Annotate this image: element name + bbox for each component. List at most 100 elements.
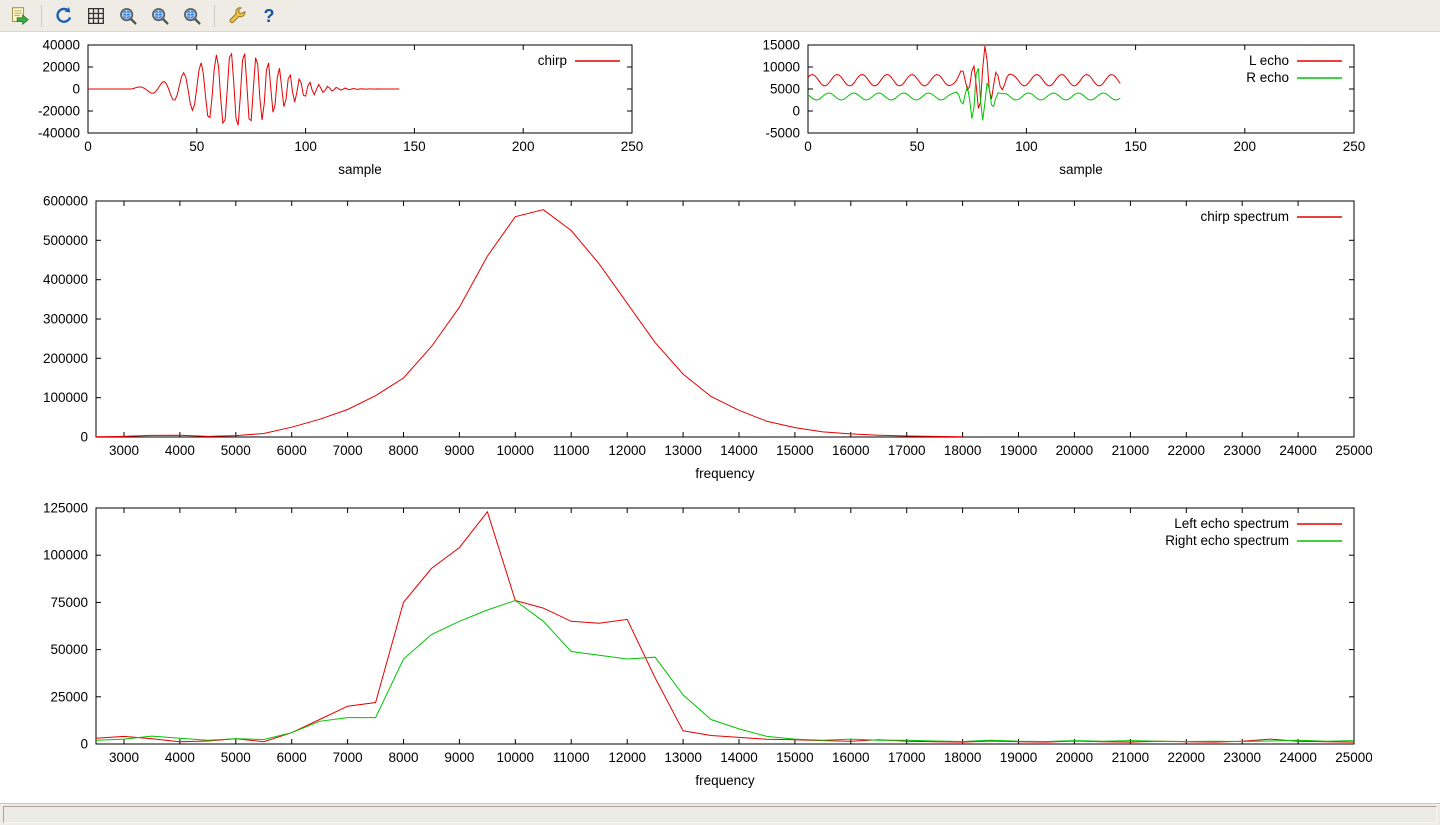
toggle-grid-button[interactable]: [81, 2, 111, 30]
svg-text:19000: 19000: [1000, 443, 1038, 458]
help-icon: ?: [263, 5, 275, 26]
svg-text:14000: 14000: [720, 443, 758, 458]
svg-text:Left echo spectrum: Left echo spectrum: [1174, 516, 1289, 531]
svg-text:frequency: frequency: [695, 773, 755, 788]
svg-text:15000: 15000: [776, 750, 814, 765]
svg-text:frequency: frequency: [695, 466, 755, 481]
svg-text:40000: 40000: [42, 38, 80, 53]
svg-text:Right echo spectrum: Right echo spectrum: [1165, 533, 1289, 548]
svg-text:50000: 50000: [50, 642, 88, 657]
svg-text:13000: 13000: [664, 750, 702, 765]
svg-text:10000: 10000: [762, 60, 800, 75]
svg-text:sample: sample: [338, 162, 382, 177]
toolbar-separator: [41, 4, 42, 27]
chirp-waveform-plot[interactable]: 0 50 100 150 200 250 -40000 -20000 0 20000 40000 sa…: [0, 36, 652, 188]
autoscale-button[interactable]: [177, 2, 207, 30]
svg-text:17000: 17000: [888, 443, 926, 458]
svg-text:22000: 22000: [1168, 443, 1206, 458]
svg-text:11000: 11000: [553, 750, 590, 765]
svg-text:15000: 15000: [762, 38, 800, 53]
svg-text:100: 100: [1015, 139, 1038, 154]
copy-to-clipboard-button[interactable]: [4, 2, 34, 30]
svg-text:25000: 25000: [1335, 750, 1372, 765]
svg-text:24000: 24000: [1279, 443, 1317, 458]
svg-text:10000: 10000: [497, 750, 535, 765]
svg-text:18000: 18000: [944, 750, 982, 765]
svg-text:4000: 4000: [165, 443, 195, 458]
svg-text:12000: 12000: [608, 750, 646, 765]
svg-text:21000: 21000: [1112, 750, 1150, 765]
svg-text:200000: 200000: [43, 351, 88, 366]
svg-text:100000: 100000: [43, 548, 88, 563]
svg-text:25000: 25000: [1335, 443, 1372, 458]
svg-text:300000: 300000: [43, 312, 88, 327]
svg-text:21000: 21000: [1112, 443, 1150, 458]
svg-text:50: 50: [910, 139, 925, 154]
svg-text:100000: 100000: [43, 390, 88, 405]
svg-text:3000: 3000: [109, 443, 139, 458]
echo-waveform-chart[interactable]: 0 50 100 150 200 250 -5000 0 5000 10000 15000 sampl…: [720, 36, 1372, 193]
svg-text:9000: 9000: [444, 443, 474, 458]
svg-text:L echo: L echo: [1249, 53, 1289, 68]
svg-text:4000: 4000: [165, 750, 195, 765]
svg-text:0: 0: [80, 737, 88, 752]
svg-text:19000: 19000: [1000, 750, 1038, 765]
chirp-waveform-chart[interactable]: 0 50 100 150 200 250 -40000 -20000 0 20000 40000 sa…: [0, 36, 652, 193]
svg-text:250: 250: [621, 139, 644, 154]
svg-text:0: 0: [84, 139, 92, 154]
svg-text:0: 0: [72, 82, 80, 97]
zoom-previous-button[interactable]: [113, 2, 143, 30]
replot-icon: [56, 6, 72, 23]
svg-text:18000: 18000: [944, 443, 982, 458]
svg-text:75000: 75000: [50, 595, 88, 610]
toolbar-separator: [214, 4, 215, 27]
svg-text:23000: 23000: [1223, 750, 1261, 765]
svg-text:-5000: -5000: [765, 126, 800, 141]
svg-text:24000: 24000: [1279, 750, 1317, 765]
status-field: [3, 806, 1437, 823]
svg-text:500000: 500000: [43, 233, 88, 248]
svg-text:13000: 13000: [664, 443, 702, 458]
echo-spectrum-chart[interactable]: 3000 4000 5000 6000 7000 8000 9000 10000 11000 12…: [8, 499, 1373, 806]
svg-text:16000: 16000: [832, 443, 870, 458]
svg-text:9000: 9000: [444, 750, 474, 765]
svg-text:-40000: -40000: [38, 126, 80, 141]
svg-text:100: 100: [294, 139, 317, 154]
svg-text:R echo: R echo: [1246, 70, 1289, 85]
zoom-next-button[interactable]: [145, 2, 175, 30]
svg-text:8000: 8000: [388, 750, 418, 765]
svg-text:50: 50: [189, 139, 204, 154]
svg-text:chirp: chirp: [538, 53, 567, 68]
chirp-spectrum-chart[interactable]: 3000 4000 5000 6000 7000 8000 9000 10000 11000 12…: [8, 192, 1373, 499]
copy-clipboard-icon: [12, 6, 29, 25]
svg-text:0: 0: [804, 139, 812, 154]
svg-text:5000: 5000: [770, 82, 800, 97]
svg-text:17000: 17000: [888, 750, 926, 765]
svg-text:200: 200: [1234, 139, 1257, 154]
svg-text:600000: 600000: [43, 194, 88, 209]
echo-waveform-plot[interactable]: 0 50 100 150 200 250 -5000 0 5000 10000 15000 sampl…: [720, 36, 1372, 188]
svg-text:5000: 5000: [221, 750, 251, 765]
svg-text:23000: 23000: [1223, 443, 1261, 458]
svg-text:10000: 10000: [497, 443, 535, 458]
svg-text:15000: 15000: [776, 443, 814, 458]
help-button[interactable]: ?: [254, 2, 284, 30]
svg-text:400000: 400000: [43, 272, 88, 287]
svg-text:-20000: -20000: [38, 104, 80, 119]
svg-text:11000: 11000: [553, 443, 590, 458]
svg-text:150: 150: [1124, 139, 1147, 154]
configure-button[interactable]: [222, 2, 252, 30]
svg-text:200: 200: [512, 139, 535, 154]
svg-text:7000: 7000: [333, 443, 363, 458]
echo-spectrum-plot[interactable]: 3000 4000 5000 6000 7000 8000 9000 10000 11000 12…: [8, 499, 1373, 801]
svg-text:12000: 12000: [608, 443, 646, 458]
replot-button[interactable]: [49, 2, 79, 30]
chirp-spectrum-plot[interactable]: 3000 4000 5000 6000 7000 8000 9000 10000 11000 12…: [8, 192, 1373, 494]
toolbar: ?: [0, 0, 1440, 32]
svg-text:0: 0: [792, 104, 800, 119]
svg-text:20000: 20000: [1056, 750, 1094, 765]
svg-text:5000: 5000: [221, 443, 251, 458]
zoom-previous-icon: [120, 7, 137, 25]
svg-text:0: 0: [80, 430, 88, 445]
svg-text:125000: 125000: [43, 501, 88, 516]
